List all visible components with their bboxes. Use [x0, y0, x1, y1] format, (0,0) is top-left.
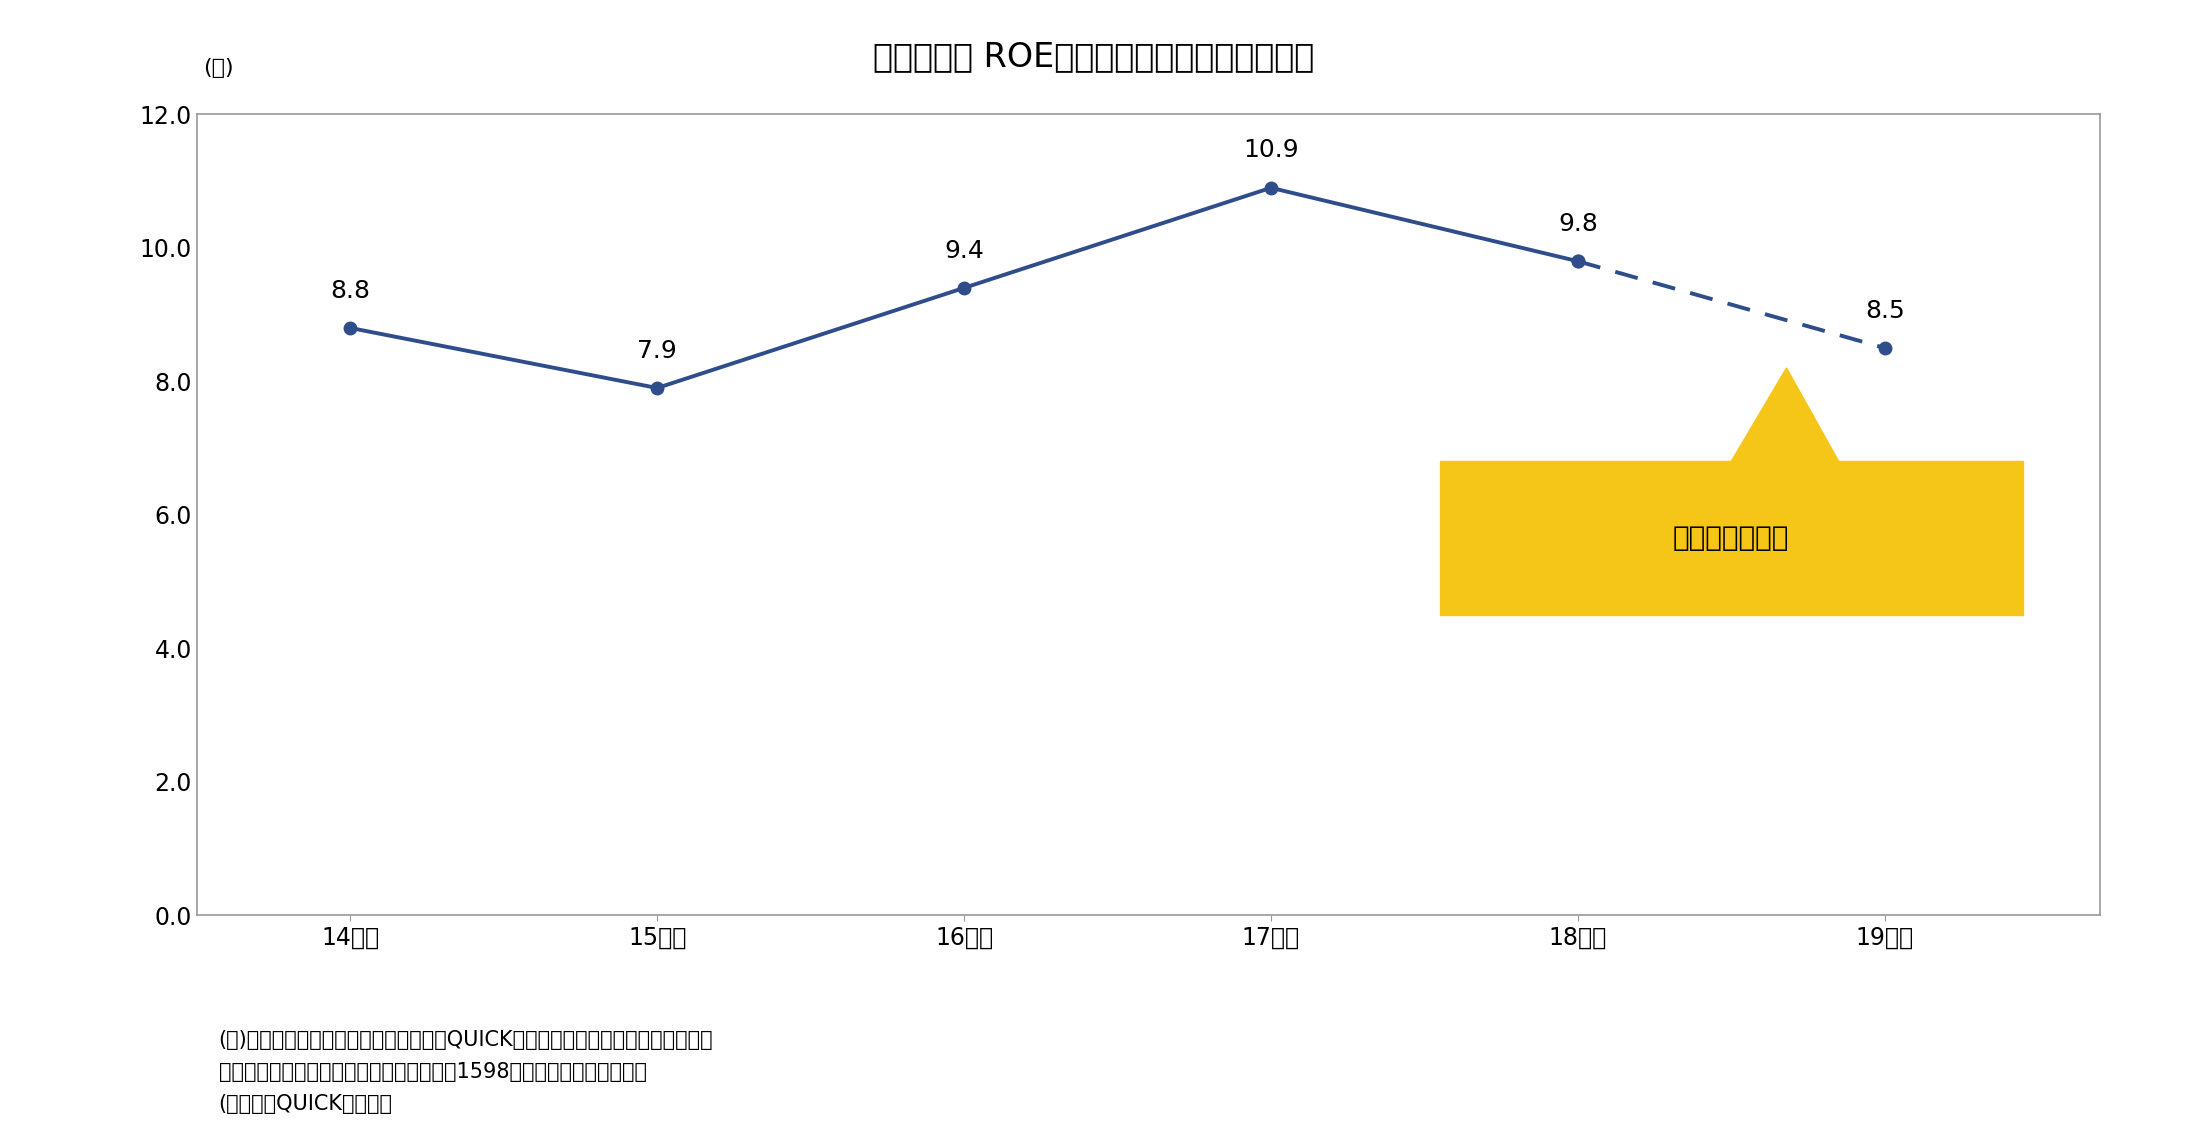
Text: うち連続してデータを取得できる約1598社の合計（金融を除く）: うち連続してデータを取得できる約1598社の合計（金融を除く）	[219, 1062, 647, 1081]
Text: 8.5: 8.5	[1866, 299, 1905, 323]
Text: (資料）　QUICKより作成: (資料） QUICKより作成	[219, 1094, 394, 1113]
Text: 》図表３「 ROEは２年連続で悪化する見通し: 》図表３「 ROEは２年連続で悪化する見通し	[873, 40, 1314, 73]
Text: 予想利益ベース: 予想利益ベース	[1673, 524, 1789, 553]
Text: 8.8: 8.8	[330, 279, 370, 302]
Polygon shape	[1732, 368, 1839, 461]
Text: (％): (％)	[203, 57, 234, 78]
Text: 9.8: 9.8	[1557, 212, 1599, 236]
Text: 7.9: 7.9	[636, 339, 678, 363]
Text: 9.4: 9.4	[945, 239, 984, 262]
Polygon shape	[1439, 461, 2023, 614]
Text: (注)　予想純利益は会社発表（非公表はQUICKコンセンサスで代用）。東証１部の: (注) 予想純利益は会社発表（非公表はQUICKコンセンサスで代用）。東証１部の	[219, 1030, 713, 1049]
Text: 10.9: 10.9	[1242, 138, 1299, 162]
